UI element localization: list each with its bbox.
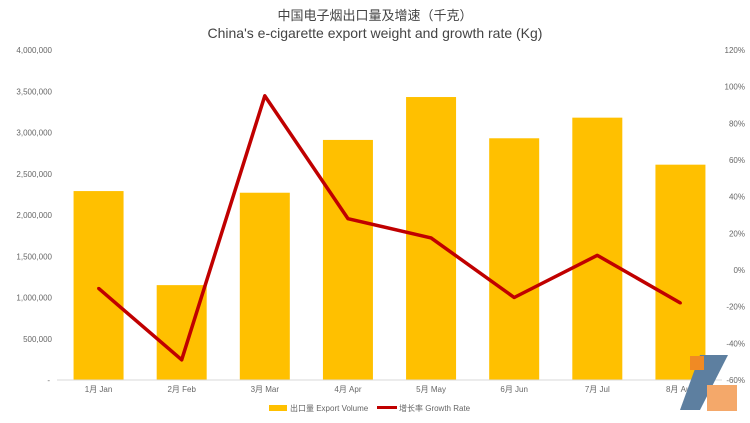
legend-label-growth-rate: 增长率 Growth Rate [399,403,471,413]
legend-swatch-export-volume [269,405,287,411]
growth-point-1 [97,286,101,290]
left-tick-label: 4,000,000 [16,46,52,55]
x-tick-label: 3月 Mar [251,385,280,394]
legend: 出口量 Export Volume 增长率 Growth Rate [269,403,471,413]
growth-point-7 [595,253,599,257]
bar-8 [655,164,706,380]
growth-point-5 [429,236,433,240]
growth-point-2 [180,358,184,362]
x-tick-label: 8月 Aug [666,385,695,394]
chart-title: 中国电子烟出口量及增速（千克） [277,8,472,23]
x-tick-label: 1月 Jan [85,385,113,394]
right-tick-label: -60% [726,376,745,385]
bar-4 [322,139,373,380]
growth-point-6 [512,296,516,299]
right-tick-label: -20% [726,303,745,312]
left-tick-label: 2,000,000 [16,211,52,220]
growth-point-8 [678,301,682,305]
chart-subtitle: China's e-cigarette export weight and gr… [208,25,543,41]
right-tick-label: -40% [726,339,745,348]
right-tick-label: 20% [729,229,745,238]
legend-swatch-growth-rate [377,406,397,409]
left-tick-label: 2,500,000 [16,170,52,179]
x-tick-label: 4月 Apr [334,385,361,394]
x-tick-label: 6月 Jun [500,385,528,394]
growth-rate-line [97,94,682,362]
growth-point-3 [263,94,267,98]
x-tick-label: 2月 Feb [167,385,196,394]
bar-7 [572,117,623,381]
left-tick-label: 500,000 [23,335,52,344]
right-tick-label: 80% [729,119,745,128]
right-tick-label: 100% [725,83,745,92]
left-tick-label: 1,000,000 [16,294,52,303]
logo [680,355,737,411]
left-tick-label: 1,500,000 [16,252,52,261]
right-tick-label: 40% [729,193,745,202]
bar-3 [239,192,290,380]
growth-point-4 [346,217,350,221]
x-tick-label: 7月 Jul [585,385,610,394]
right-tick-label: 120% [725,46,745,55]
bar-6 [489,138,540,380]
legend-label-export-volume: 出口量 Export Volume [290,403,369,413]
x-tick-label: 5月 May [416,385,446,394]
left-tick-label: 3,500,000 [16,87,52,96]
left-tick-label: - [47,376,50,385]
bar-2 [156,285,207,380]
right-tick-label: 60% [729,156,745,165]
left-tick-label: 3,000,000 [16,129,52,138]
bar-1 [73,191,124,380]
right-tick-label: 0% [733,266,745,275]
